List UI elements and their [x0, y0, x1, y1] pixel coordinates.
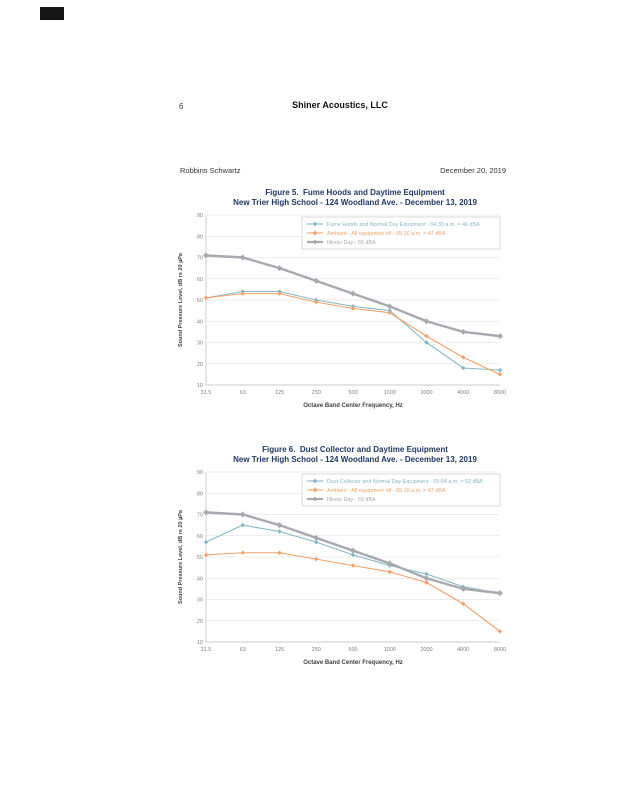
svg-text:90: 90: [197, 213, 203, 219]
svg-text:Ambient - All equipment off -: Ambient - All equipment off - 05:16 a.m.…: [327, 488, 446, 494]
letter-info-row: Robbins Schwartz December 20, 2019: [180, 166, 506, 175]
svg-text:30: 30: [197, 341, 203, 347]
svg-text:125: 125: [275, 647, 284, 653]
svg-text:60: 60: [197, 277, 203, 283]
svg-text:4000: 4000: [457, 647, 469, 653]
letter-date: December 20, 2019: [440, 166, 506, 175]
chart-svg: 10 20 30 40 50 60 70 80 90 31.5 63 125 250 500 1000 200…: [178, 213, 506, 409]
y-tick-labels: 10 20 30 40 50 60 70 80 90: [197, 470, 203, 646]
chart-legend: Dust Collector and Normal Day Equipment …: [301, 473, 501, 507]
svg-text:4000: 4000: [457, 390, 469, 396]
svg-text:8000: 8000: [494, 647, 506, 653]
figure-5-title: Figure 5. Fume Hoods and Daytime Equipme…: [265, 188, 445, 197]
svg-text:30: 30: [197, 598, 203, 604]
svg-text:125: 125: [275, 390, 284, 396]
svg-text:50: 50: [197, 298, 203, 304]
gridlines: [206, 214, 500, 386]
x-tick-labels: 31.5 63 125 250 500 1000 2000 4000 8000: [201, 647, 506, 653]
svg-text:50: 50: [197, 555, 203, 561]
svg-text:Ambient - All equipment off -: Ambient - All equipment off - 05:16 a.m.…: [327, 231, 446, 237]
svg-text:70: 70: [197, 513, 203, 519]
svg-text:80: 80: [197, 234, 203, 240]
legend-item: Fume Hoods and Normal Day Equipment - 04…: [307, 221, 480, 228]
figure-6-chart: 10 20 30 40 50 60 70 80 90 31.5 63 125 250 500 1000 200…: [174, 466, 520, 677]
chart-svg: 10 20 30 40 50 60 70 80 90 31.5 63 125 250 500 1000 200…: [178, 470, 506, 666]
svg-text:31.5: 31.5: [201, 647, 212, 653]
y-tick-labels: 10 20 30 40 50 60 70 80 90: [197, 213, 203, 389]
svg-text:40: 40: [197, 576, 203, 582]
svg-text:250: 250: [312, 390, 321, 396]
svg-text:10: 10: [197, 640, 203, 646]
svg-text:Illinois Day - 55 dBA: Illinois Day - 55 dBA: [327, 240, 376, 246]
svg-text:Dust Collector and Normal Day: Dust Collector and Normal Day Equipment …: [327, 479, 483, 485]
scan-artifact-mark: [40, 7, 64, 20]
page-number: 6: [179, 102, 184, 111]
svg-text:500: 500: [348, 647, 357, 653]
svg-text:Fume Hoods and Normal Day Equi: Fume Hoods and Normal Day Equipment - 04…: [327, 222, 480, 228]
figure-5-subtitle: New Trier High School - 124 Woodland Ave…: [233, 198, 477, 207]
svg-text:60: 60: [197, 534, 203, 540]
figure-6-title: Figure 6. Dust Collector and Daytime Equ…: [262, 445, 448, 454]
svg-text:20: 20: [197, 362, 203, 368]
svg-text:2000: 2000: [420, 647, 432, 653]
svg-text:8000: 8000: [494, 390, 506, 396]
series-markers: [203, 291, 503, 377]
svg-text:250: 250: [312, 647, 321, 653]
svg-text:40: 40: [197, 319, 203, 325]
x-axis-title: Octave Band Center Frequency, Hz: [303, 660, 403, 666]
x-tick-labels: 31.5 63 125 250 500 1000 2000 4000 8000: [201, 390, 506, 396]
svg-text:500: 500: [348, 390, 357, 396]
figure-6: Figure 6. Dust Collector and Daytime Equ…: [168, 445, 520, 677]
legend-item: Ambient - All equipment off - 05:16 a.m.…: [307, 230, 446, 237]
legend-item: Dust Collector and Normal Day Equipment …: [307, 478, 483, 485]
svg-text:90: 90: [197, 470, 203, 476]
figure-6-subtitle: New Trier High School - 124 Woodland Ave…: [233, 455, 477, 464]
svg-text:70: 70: [197, 256, 203, 262]
svg-text:10: 10: [197, 383, 203, 389]
x-axis-title: Octave Band Center Frequency, Hz: [303, 403, 403, 409]
series-markers: [203, 509, 503, 597]
figure-5-chart: 10 20 30 40 50 60 70 80 90 31.5 63 125 250 500 1000 200…: [174, 209, 520, 420]
svg-text:2000: 2000: [420, 390, 432, 396]
recipient-name: Robbins Schwartz: [180, 166, 241, 175]
svg-text:63: 63: [240, 647, 246, 653]
svg-text:1000: 1000: [384, 390, 396, 396]
svg-text:63: 63: [240, 390, 246, 396]
y-axis-title: Sound Pressure Level, dB re 20 µPa: [178, 509, 184, 604]
company-header: Shiner Acoustics, LLC: [292, 100, 388, 110]
svg-text:20: 20: [197, 619, 203, 625]
svg-text:31.5: 31.5: [201, 390, 212, 396]
chart-legend: Fume Hoods and Normal Day Equipment - 04…: [301, 216, 501, 250]
series-markers: [203, 252, 503, 340]
svg-text:80: 80: [197, 491, 203, 497]
series-line: [205, 524, 501, 594]
svg-text:1000: 1000: [384, 647, 396, 653]
figure-5: Figure 5. Fume Hoods and Daytime Equipme…: [168, 188, 520, 420]
y-axis-title: Sound Pressure Level, dB re 20 µPa: [178, 252, 184, 347]
series-markers: [203, 550, 503, 634]
legend-item: Ambient - All equipment off - 05:16 a.m.…: [307, 487, 446, 494]
svg-text:Illinois Day - 55 dBA: Illinois Day - 55 dBA: [327, 497, 376, 503]
